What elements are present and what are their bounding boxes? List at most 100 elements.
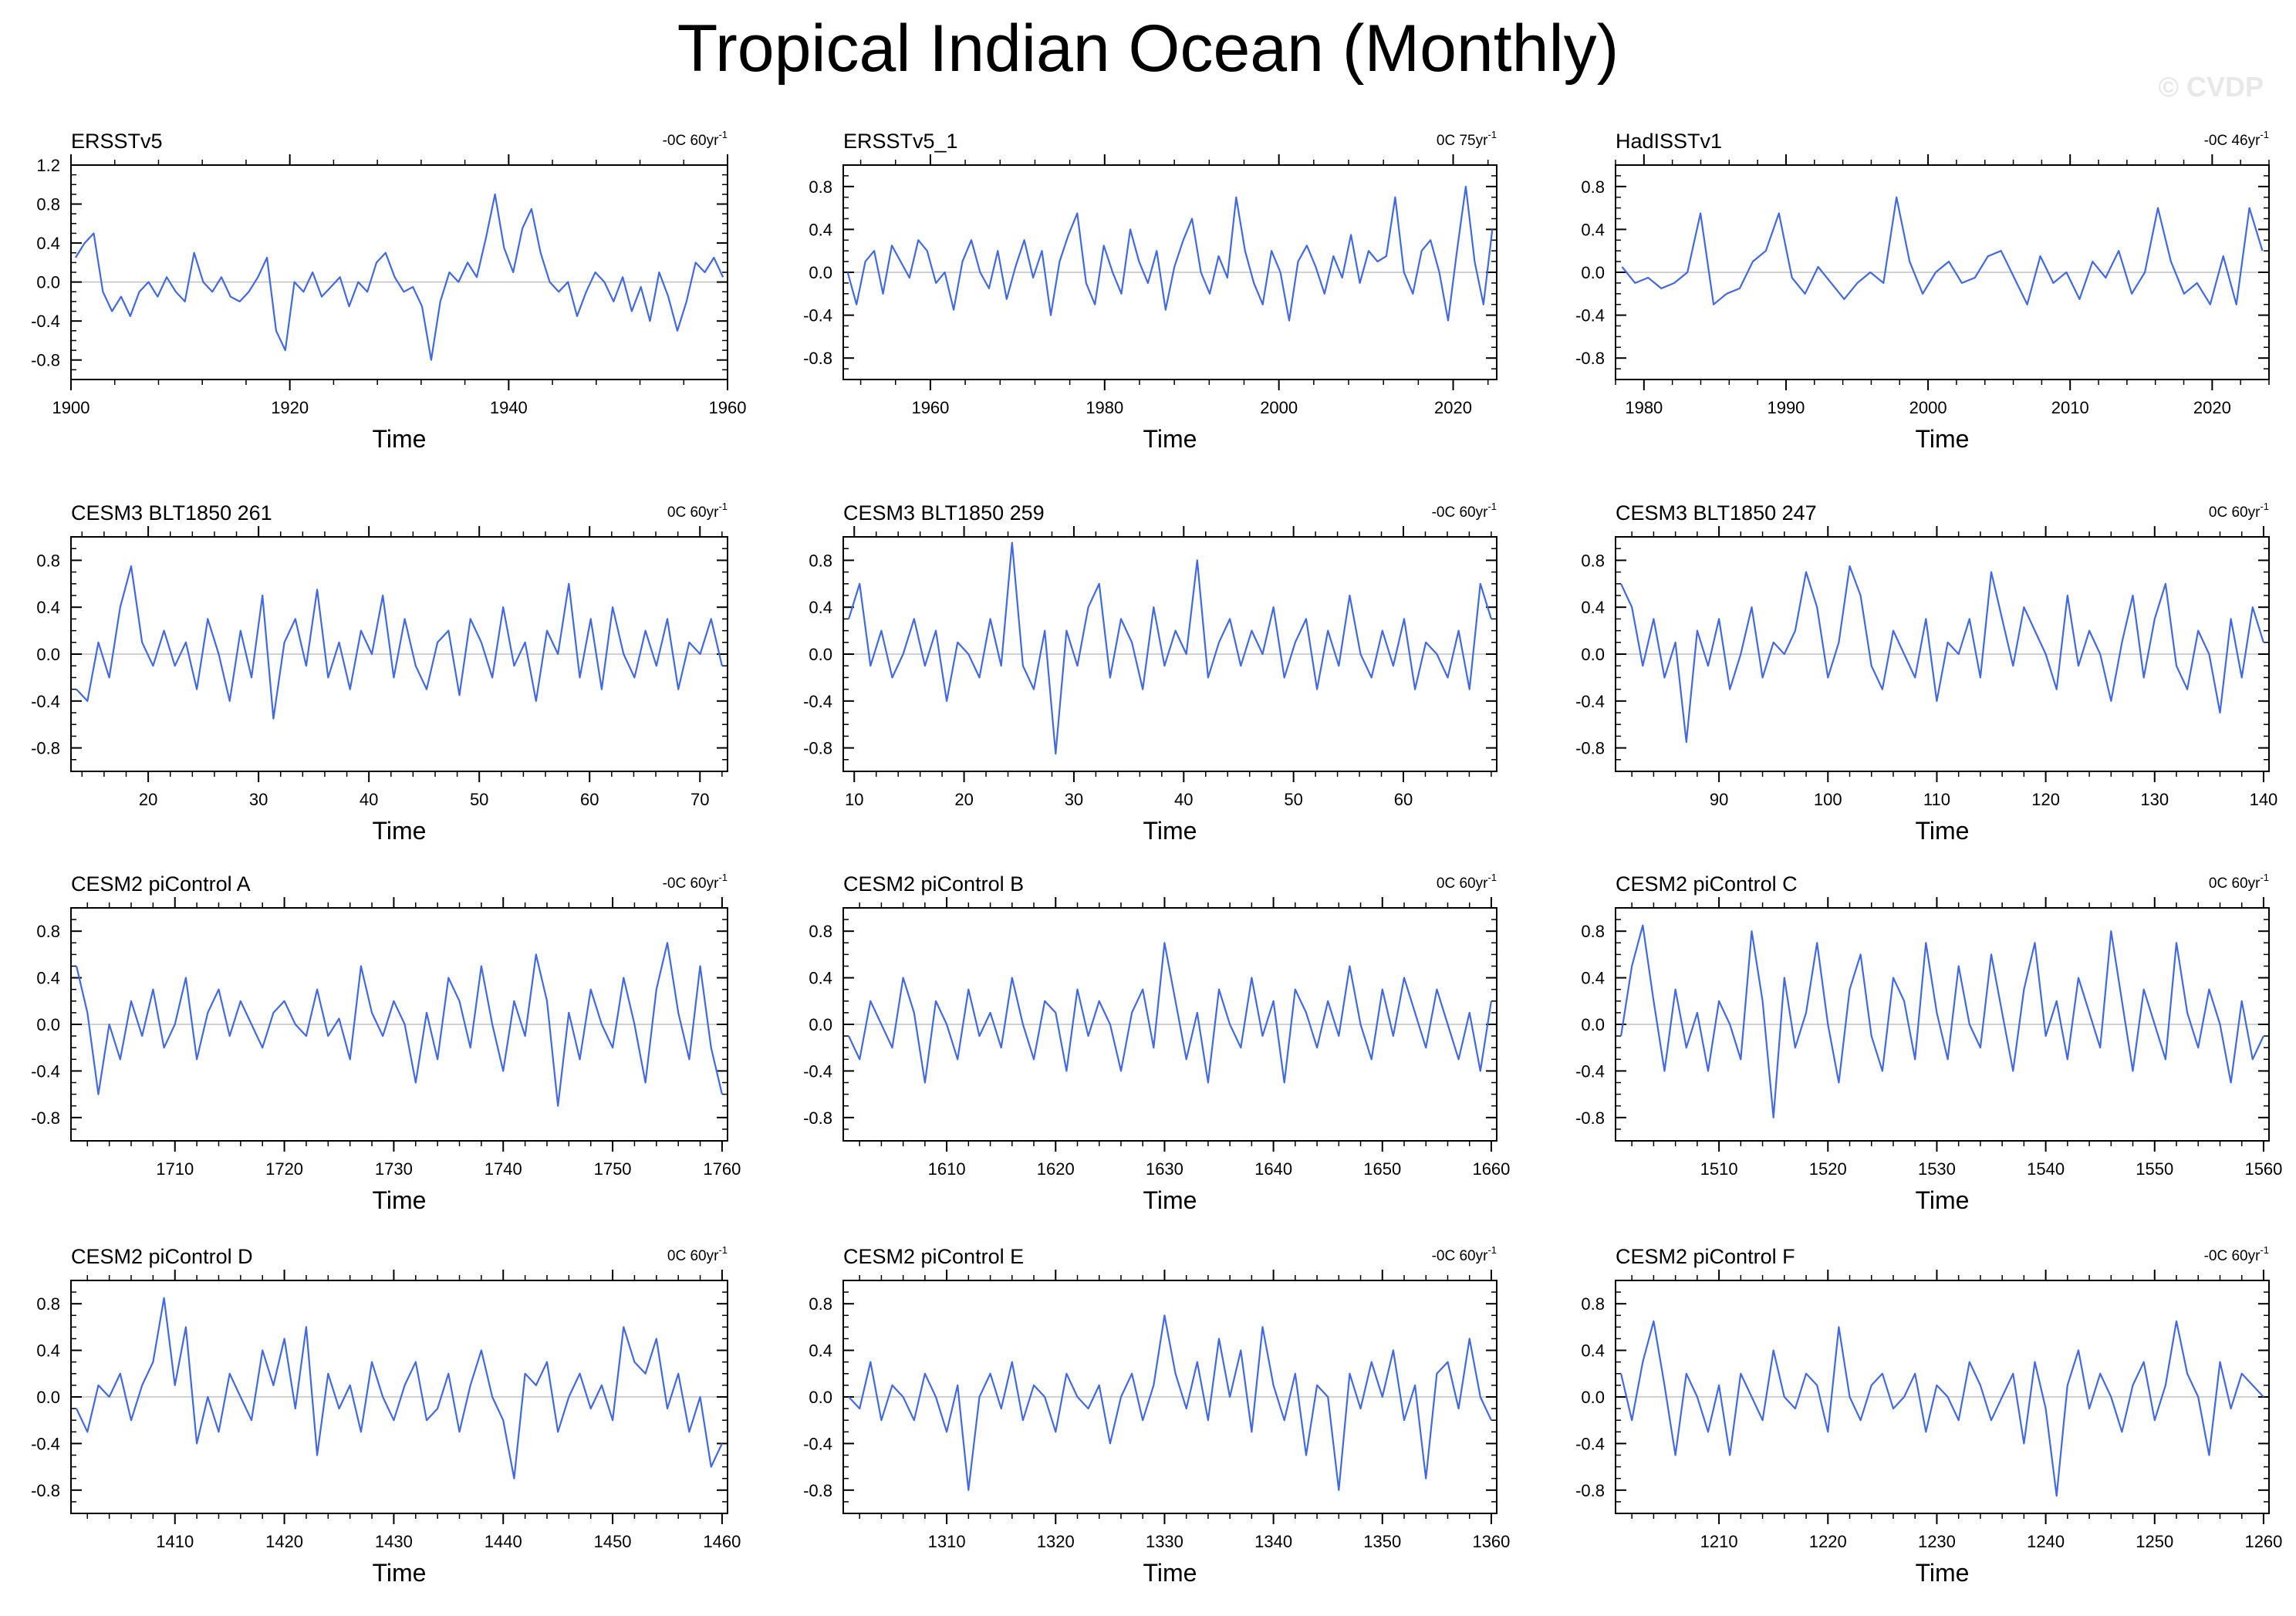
ytick-label: -0.8: [1575, 739, 1605, 758]
ytick-label: 0.8: [809, 177, 832, 197]
xtick-label: 1980: [1086, 398, 1123, 417]
panel-title: ERSSTv5_1: [843, 130, 958, 153]
xtick-label: 1360: [1472, 1532, 1510, 1551]
trend-label: 0C 60yr-1: [667, 1244, 728, 1264]
ytick-label: 0.4: [1581, 598, 1605, 617]
xtick-label: 1610: [928, 1159, 966, 1179]
ytick-label: 0.4: [1581, 969, 1605, 988]
xtick-label: 1540: [2027, 1159, 2065, 1179]
series-line: [1620, 1320, 2264, 1497]
x-axis-label: Time: [1916, 817, 1970, 845]
xtick-label: 110: [1923, 790, 1950, 809]
ytick-label: -0.4: [31, 312, 60, 331]
ytick-label: -0.8: [803, 1481, 832, 1500]
series-line: [848, 942, 1492, 1084]
series-line: [1620, 565, 2264, 744]
trend-label: -0C 46yr-1: [2204, 129, 2269, 149]
xtick-label: 1730: [375, 1159, 413, 1179]
ytick-label: 0.0: [809, 1388, 832, 1407]
trend-label: -0C 60yr-1: [663, 129, 728, 149]
xtick-label: 1460: [703, 1532, 741, 1551]
xtick-label: 2000: [1909, 398, 1947, 417]
ytick-label: -0.8: [31, 1108, 60, 1128]
ytick-label: -0.4: [803, 306, 832, 326]
xtick-label: 1330: [1146, 1532, 1183, 1551]
panel-8: CESM2 piControl B 0C 60yr-1 -0.8 -0.4 0.0 0.4…: [803, 872, 1510, 1214]
panel-11: CESM2 piControl E -0C 60yr-1 -0.8 -0.4 0.0 0.…: [803, 1244, 1510, 1587]
ytick-label: -0.4: [803, 1434, 832, 1453]
xtick-label: 1510: [1700, 1159, 1738, 1179]
ytick-label: -0.8: [1575, 349, 1605, 368]
xtick-label: 130: [2140, 790, 2169, 809]
ytick-label: 0.0: [36, 273, 60, 292]
xtick-label: 1980: [1625, 398, 1663, 417]
ytick-label: 0.0: [809, 1015, 832, 1034]
trend-label: -0C 60yr-1: [2204, 1244, 2269, 1264]
ytick-label: -0.4: [1575, 692, 1605, 711]
panel-title: CESM3 BLT1850 261: [71, 501, 272, 525]
ytick-label: 0.4: [809, 969, 832, 988]
ytick-label: 0.4: [36, 598, 60, 617]
xtick-label: 1230: [1918, 1532, 1956, 1551]
panel-5: CESM3 BLT1850 259 -0C 60yr-1 -0.8 -0.4 0.0 0.…: [803, 501, 1497, 845]
ytick-label: 0.8: [36, 551, 60, 570]
series-line: [848, 1314, 1492, 1491]
ytick-label: 0.8: [1581, 177, 1605, 197]
panel-4: CESM3 BLT1850 261 0C 60yr-1 -0.8 -0.4 0.0 0.4…: [31, 501, 728, 845]
xtick-label: 1530: [1918, 1159, 1956, 1179]
xtick-label: 1960: [911, 398, 949, 417]
series-line: [76, 942, 723, 1107]
panel-1: ERSSTv5 -0C 60yr-1 -0.8 -0.4 0.0 0.4 0.8 1.2 190…: [31, 129, 746, 453]
panel-2: ERSSTv5_1 0C 75yr-1 -0.8 -0.4 0.0 0.4 0.8 1960 1…: [803, 129, 1497, 453]
xtick-label: 50: [1284, 790, 1302, 809]
ytick-label: -0.4: [31, 692, 60, 711]
xtick-label: 1440: [485, 1532, 522, 1551]
ytick-label: 0.8: [36, 195, 60, 214]
panel-title: CESM2 piControl E: [843, 1245, 1024, 1268]
xtick-label: 2020: [1434, 398, 1472, 417]
xtick-label: 40: [360, 790, 378, 809]
xtick-label: 1740: [485, 1159, 522, 1179]
xtick-label: 1240: [2027, 1532, 2065, 1551]
xtick-label: 1320: [1037, 1532, 1075, 1551]
series-line: [1620, 924, 2264, 1118]
ytick-label: -0.4: [1575, 1434, 1605, 1453]
xtick-label: 30: [249, 790, 268, 809]
xtick-label: 2000: [1260, 398, 1298, 417]
xtick-label: 1250: [2136, 1532, 2173, 1551]
x-axis-label: Time: [1916, 425, 1970, 453]
plot-frame: [70, 164, 728, 380]
panel-9: CESM2 piControl C 0C 60yr-1 -0.8 -0.4 0.0 0.4…: [1575, 872, 2282, 1214]
ytick-label: -0.8: [1575, 1481, 1605, 1500]
xtick-label: 1630: [1146, 1159, 1183, 1179]
ytick-label: 0.8: [809, 922, 832, 941]
ytick-label: -0.4: [31, 1061, 60, 1081]
xtick-label: 1710: [156, 1159, 194, 1179]
xtick-label: 1650: [1363, 1159, 1401, 1179]
trend-label: 0C 60yr-1: [2209, 872, 2269, 892]
x-axis-label: Time: [1143, 1559, 1197, 1587]
x-axis-label: Time: [1916, 1186, 1970, 1214]
xtick-label: 20: [139, 790, 157, 809]
xtick-label: 1310: [928, 1532, 966, 1551]
xtick-label: 1450: [594, 1532, 632, 1551]
ytick-label: 0.4: [36, 1341, 60, 1361]
ytick-label: -0.8: [31, 1481, 60, 1500]
xtick-label: 1260: [2244, 1532, 2282, 1551]
ytick-label: -0.8: [803, 349, 832, 368]
series-line: [848, 541, 1492, 755]
ytick-label: -0.8: [803, 739, 832, 758]
series-line: [74, 193, 724, 361]
ytick-label: 0.8: [36, 922, 60, 941]
panel-10: CESM2 piControl D 0C 60yr-1 -0.8 -0.4 0.0 0.4…: [31, 1244, 741, 1587]
panel-12: CESM2 piControl F -0C 60yr-1 -0.8 -0.4 0.0 0.…: [1575, 1244, 2282, 1587]
xtick-label: 2020: [2193, 398, 2231, 417]
ytick-label: -0.8: [31, 351, 60, 370]
xtick-label: 20: [954, 790, 973, 809]
ytick-label: 0.8: [809, 1294, 832, 1314]
ytick-label: 0.4: [809, 598, 832, 617]
trend-label: -0C 60yr-1: [663, 872, 728, 892]
xtick-label: 1340: [1254, 1532, 1292, 1551]
ytick-label: -0.8: [31, 739, 60, 758]
xtick-label: 90: [1710, 790, 1728, 809]
